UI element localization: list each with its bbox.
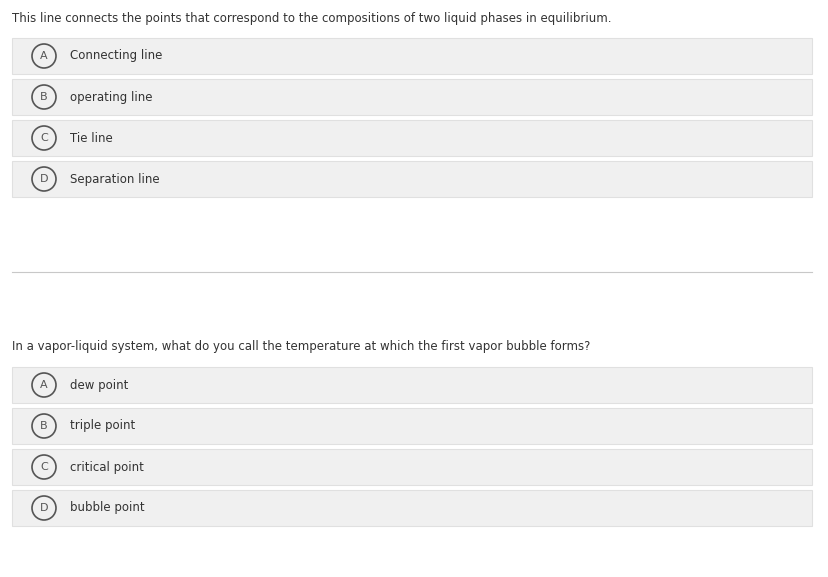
- FancyBboxPatch shape: [12, 408, 811, 444]
- Text: critical point: critical point: [70, 460, 144, 474]
- Text: Separation line: Separation line: [70, 173, 160, 185]
- Text: bubble point: bubble point: [70, 501, 144, 515]
- Text: C: C: [40, 462, 48, 472]
- FancyBboxPatch shape: [12, 79, 811, 115]
- Text: B: B: [40, 92, 48, 102]
- Text: operating line: operating line: [70, 91, 152, 103]
- Text: dew point: dew point: [70, 379, 128, 392]
- FancyBboxPatch shape: [12, 161, 811, 197]
- Text: Tie line: Tie line: [70, 132, 113, 144]
- Text: C: C: [40, 133, 48, 143]
- Text: D: D: [40, 503, 48, 513]
- Text: A: A: [40, 51, 48, 61]
- Text: triple point: triple point: [70, 419, 135, 433]
- FancyBboxPatch shape: [12, 120, 811, 156]
- FancyBboxPatch shape: [12, 490, 811, 526]
- Text: A: A: [40, 380, 48, 390]
- FancyBboxPatch shape: [12, 38, 811, 74]
- Text: B: B: [40, 421, 48, 431]
- Text: Connecting line: Connecting line: [70, 50, 162, 62]
- FancyBboxPatch shape: [12, 367, 811, 403]
- FancyBboxPatch shape: [12, 449, 811, 485]
- Text: D: D: [40, 174, 48, 184]
- Text: This line connects the points that correspond to the compositions of two liquid : This line connects the points that corre…: [12, 12, 611, 25]
- Text: In a vapor-liquid system, what do you call the temperature at which the first va: In a vapor-liquid system, what do you ca…: [12, 340, 590, 353]
